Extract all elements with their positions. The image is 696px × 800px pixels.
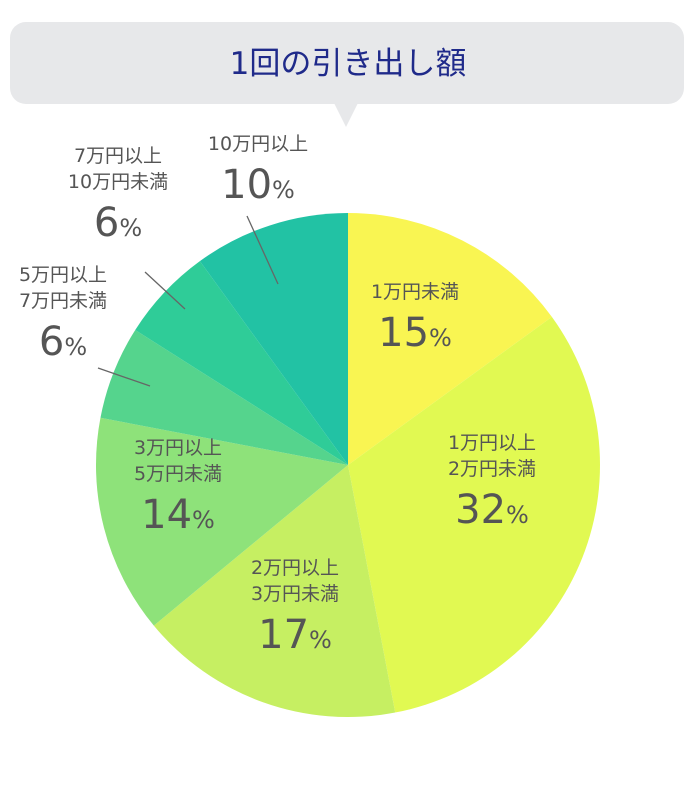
slice-category-label: 2万円未満	[448, 458, 536, 480]
chart-title: 1回の引き出し額	[230, 46, 467, 82]
pie-slice-4	[95, 417, 348, 626]
slice-category-label: 5万円未満	[134, 463, 222, 485]
leader-line-7	[246, 215, 279, 285]
slice-category-label: 1万円未満	[371, 281, 459, 303]
pie-slice-2	[348, 316, 600, 713]
title-bubble: 1回の引き出し額	[10, 22, 684, 127]
title-bubble-pointer	[334, 103, 358, 127]
pie-slice-7	[199, 213, 348, 465]
slice-category-label: 3万円未満	[251, 583, 339, 605]
pie-slice-5	[100, 329, 349, 465]
slice-category-label: 5万円以上	[19, 264, 107, 286]
slice-label-2: 1万円以上 2万円未満 32%	[448, 432, 536, 533]
leader-line-5	[97, 367, 151, 387]
slice-category-label: 7万円未満	[19, 290, 107, 312]
slice-label-6: 7万円以上 10万円未満 6%	[68, 145, 168, 246]
slice-category-label: 2万円以上	[251, 557, 339, 579]
pie-slice-3	[153, 465, 396, 718]
slice-value-label: 15%	[378, 310, 452, 356]
slice-label-4: 3万円以上 5万円未満 14%	[134, 437, 222, 538]
leader-lines	[97, 215, 279, 387]
slice-category-label: 10万円以上	[208, 133, 308, 155]
slice-category-label: 3万円以上	[134, 437, 222, 459]
slice-label-7: 10万円以上 10%	[208, 133, 308, 208]
pie-slice-1	[348, 213, 552, 465]
slice-value-label: 17%	[258, 612, 332, 658]
slice-label-1: 1万円未満 15%	[371, 281, 459, 356]
slice-label-3: 2万円以上 3万円未満 17%	[251, 557, 339, 658]
pie-slices	[95, 213, 600, 718]
slice-category-label: 7万円以上	[74, 145, 162, 167]
slice-labels: 1万円未満 15% 1万円以上 2万円未満 32% 2万円以上 3万円未満 17% 3万円以上 5…	[19, 133, 536, 658]
slice-category-label: 1万円以上	[448, 432, 536, 454]
slice-value-label: 32%	[455, 487, 529, 533]
leader-line-6	[144, 271, 186, 310]
slice-value-label: 6%	[39, 319, 87, 365]
pie-slice-6	[135, 261, 348, 465]
title-bubble-box	[10, 22, 684, 104]
slice-value-label: 14%	[141, 492, 215, 538]
slice-value-label: 10%	[221, 162, 295, 208]
slice-category-label: 10万円未満	[68, 171, 168, 193]
slice-label-5: 5万円以上 7万円未満 6%	[19, 264, 107, 365]
slice-value-label: 6%	[94, 200, 142, 246]
